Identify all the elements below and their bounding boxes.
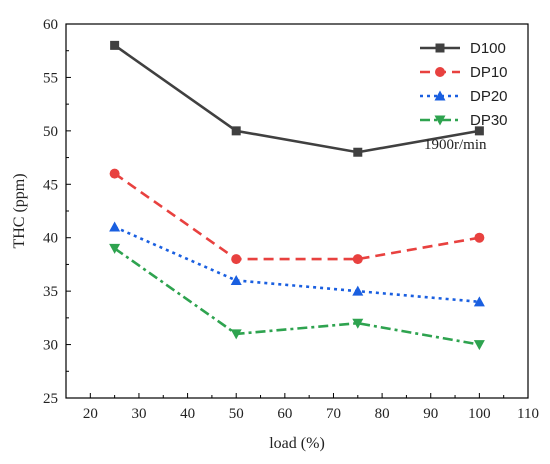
legend-label-dp30: DP30 xyxy=(470,112,508,129)
y-tick-label: 35 xyxy=(43,284,58,300)
data-point-d100 xyxy=(474,126,484,136)
y-tick-label: 25 xyxy=(43,391,58,407)
speed-annotation: 1900r/min xyxy=(424,137,487,153)
x-tick-label: 80 xyxy=(375,406,390,422)
series-line-dp30 xyxy=(113,247,480,346)
data-point-dp30 xyxy=(352,318,364,329)
data-point-dp20 xyxy=(473,296,485,307)
data-point-dp10 xyxy=(474,232,485,243)
y-tick-label: 60 xyxy=(43,17,58,33)
legend-label-d100: D100 xyxy=(470,40,506,57)
data-point-dp10 xyxy=(231,254,242,265)
series-layer xyxy=(109,40,485,351)
data-point-dp20 xyxy=(230,274,242,285)
legend-label-dp10: DP10 xyxy=(470,64,508,81)
legend-marker-dp20 xyxy=(434,90,446,101)
data-point-dp30 xyxy=(230,329,242,340)
x-axis-title: load (%) xyxy=(269,435,325,452)
data-point-dp30 xyxy=(473,340,485,351)
series-dp10 xyxy=(109,168,485,265)
y-axis-title: THC (ppm) xyxy=(11,173,28,248)
data-point-d100 xyxy=(110,40,120,50)
x-tick-label: 40 xyxy=(180,406,195,422)
y-tick-label: 55 xyxy=(43,70,58,86)
y-tick-label: 30 xyxy=(43,338,58,354)
x-tick-label: 100 xyxy=(468,406,491,422)
legend: D100 DP10 DP20 DP30 xyxy=(420,40,508,129)
y-axis-ticks: 25 30 35 40 45 50 55 60 xyxy=(43,17,71,407)
series-dp20 xyxy=(109,221,485,307)
x-tick-label: 30 xyxy=(131,406,146,422)
legend-label-dp20: DP20 xyxy=(470,88,508,105)
y-tick-label: 50 xyxy=(43,124,58,140)
series-dp30 xyxy=(109,243,485,351)
series-line-dp20 xyxy=(114,225,480,304)
data-point-d100 xyxy=(231,126,241,136)
data-point-dp20 xyxy=(109,221,121,232)
series-d100 xyxy=(110,40,484,157)
x-axis-ticks: 20 30 40 50 60 70 80 90 100 110 xyxy=(65,393,539,422)
x-tick-label: 50 xyxy=(229,406,244,422)
x-tick-label: 60 xyxy=(277,406,292,422)
data-point-d100 xyxy=(353,147,363,157)
x-tick-label: 20 xyxy=(83,406,98,422)
series-line-d100 xyxy=(113,44,480,154)
data-point-dp20 xyxy=(352,285,364,296)
x-tick-label: 90 xyxy=(423,406,438,422)
data-point-dp30 xyxy=(109,243,121,254)
data-point-dp10 xyxy=(109,168,120,179)
data-point-dp10 xyxy=(352,254,363,265)
x-tick-label: 70 xyxy=(326,406,341,422)
y-tick-label: 45 xyxy=(43,177,58,193)
series-line-dp10 xyxy=(113,172,480,261)
y-tick-label: 40 xyxy=(43,231,58,247)
legend-marker-dp30 xyxy=(434,115,446,126)
x-tick-label: 110 xyxy=(517,406,539,422)
legend-marker-d100 xyxy=(435,43,445,53)
legend-marker-dp10 xyxy=(435,67,445,77)
